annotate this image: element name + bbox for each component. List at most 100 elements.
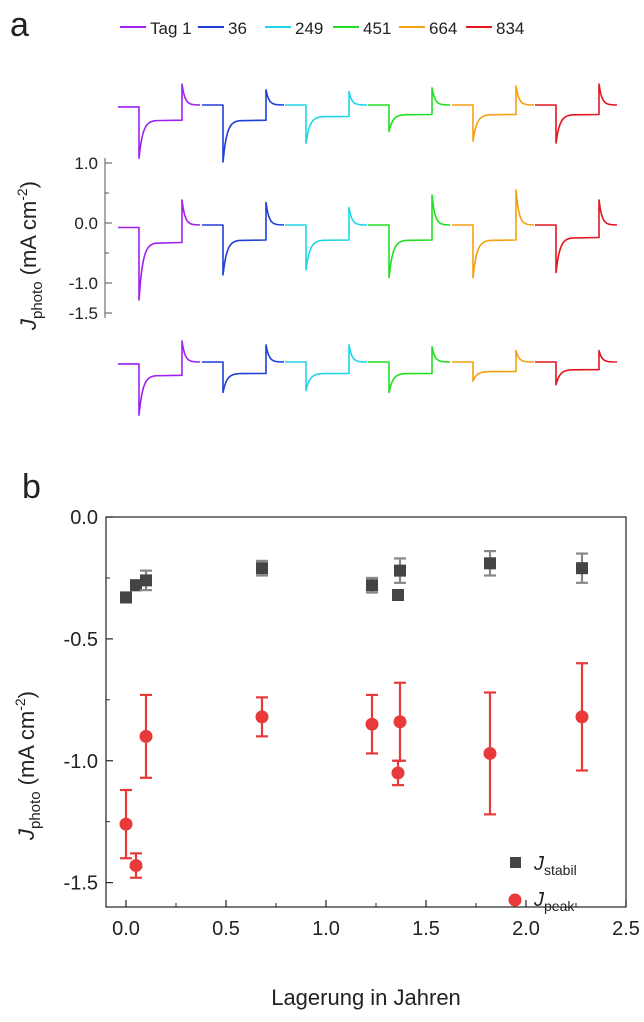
panel-a-ticks: 1.0 0.0 -1.0 -1.5 xyxy=(69,154,112,323)
legend-label-4: 451 xyxy=(363,19,391,38)
transient-curves xyxy=(118,83,618,416)
transient-1-row-3 xyxy=(118,340,201,416)
panel-b-y-label-close: ) xyxy=(14,691,39,698)
panel-a-tick-label: 0.0 xyxy=(74,214,98,233)
peak-point-8 xyxy=(483,691,497,816)
stabil-marker xyxy=(394,564,406,577)
legend-marker-stabil xyxy=(510,857,521,868)
panel-b-plot-frame xyxy=(105,516,627,908)
stabil-marker xyxy=(120,591,132,604)
transient-6-row-2 xyxy=(535,199,618,274)
x-tick-label: 0.0 xyxy=(112,918,140,940)
legend-label-1: Tag 1 xyxy=(150,19,192,38)
transient-5-row-1 xyxy=(452,85,535,142)
stabil-marker xyxy=(256,562,268,575)
panel-a-tick-label: -1.0 xyxy=(69,274,98,293)
peak-marker xyxy=(393,715,407,729)
peak-point-1 xyxy=(119,788,133,860)
panel-a-y-label: Jphoto (mA cm-2) xyxy=(14,181,46,331)
transient-4-row-1 xyxy=(368,87,451,133)
peak-marker xyxy=(365,717,379,731)
panel-b-y-label: Jphoto (mA cm-2) xyxy=(12,691,44,841)
x-tick-label: 0.5 xyxy=(212,918,240,940)
x-tick-label: 2.0 xyxy=(512,918,540,940)
panel-a-y-label-sub: photo xyxy=(29,281,46,319)
transient-4-row-2 xyxy=(368,194,451,279)
x-tick-label: 1.0 xyxy=(312,918,340,940)
transient-1-row-1 xyxy=(118,83,201,159)
panel-label-b: b xyxy=(22,468,41,506)
panel-b-legend: Jstabil Jpeak xyxy=(508,853,577,914)
peak-marker xyxy=(129,859,143,873)
legend-a: Tag 1 36 249 451 664 834 xyxy=(120,19,524,38)
peak-marker xyxy=(575,710,589,724)
legend-peak-main: J xyxy=(533,889,545,911)
transient-2-row-2 xyxy=(202,201,285,276)
stabil-point-7 xyxy=(394,557,406,584)
peak-point-3 xyxy=(139,693,153,779)
legend-stabil-sub: stabil xyxy=(544,862,577,878)
legend-marker-peak xyxy=(508,893,522,907)
transient-2-row-1 xyxy=(202,89,285,163)
peak-point-7 xyxy=(393,681,407,762)
peak-point-6 xyxy=(391,759,405,787)
stabil-point-5 xyxy=(366,576,378,594)
peak-marker xyxy=(139,729,153,743)
stabil-point-9 xyxy=(576,552,588,584)
panel-a-tick-label: -1.5 xyxy=(69,304,98,323)
transient-1-row-2 xyxy=(118,199,201,301)
x-tick-label: 1.5 xyxy=(412,918,440,940)
panel-b-ticks: 0.0 0.5 1.0 1.5 2.0 2.5 0.0 -0.5 -1.0 -1.5 xyxy=(64,507,640,940)
transient-2-row-3 xyxy=(202,344,285,394)
peak-marker xyxy=(119,817,133,831)
transient-3-row-1 xyxy=(285,90,368,144)
peak-marker xyxy=(391,766,405,780)
panel-b-y-label-unit: (mA cm xyxy=(14,711,39,792)
peak-point-2 xyxy=(129,852,143,879)
legend-label-3: 249 xyxy=(295,19,323,38)
stabil-marker xyxy=(484,557,496,570)
panel-a-y-label-main: J xyxy=(16,318,41,331)
x-tick-label: 2.5 xyxy=(612,918,640,940)
panel-b-data-points xyxy=(119,550,589,879)
peak-marker xyxy=(255,710,269,724)
stabil-point-4 xyxy=(256,559,268,577)
stabil-marker xyxy=(366,579,378,592)
stabil-marker xyxy=(576,562,588,575)
legend-label-stabil: Jstabil xyxy=(533,853,577,878)
panel-b-y-label-exp: -2 xyxy=(12,698,28,711)
transient-6-row-1 xyxy=(535,83,618,144)
stabil-point-1 xyxy=(120,591,132,604)
panel-b-x-label: Lagerung in Jahren xyxy=(271,985,461,1010)
panel-label-a: a xyxy=(10,6,29,44)
y-tick-label: -0.5 xyxy=(64,629,98,651)
panel-a-tick-label: 1.0 xyxy=(74,154,98,173)
stabil-point-8 xyxy=(484,550,496,577)
legend-label-2: 36 xyxy=(228,19,247,38)
panel-a-y-label-exp: -2 xyxy=(14,188,30,201)
stabil-point-3 xyxy=(140,569,152,592)
transient-5-row-2 xyxy=(452,189,535,279)
panel-a-y-label-unit: (mA cm xyxy=(16,201,41,282)
legend-label-5: 664 xyxy=(429,19,457,38)
peak-point-9 xyxy=(575,662,589,772)
transient-3-row-2 xyxy=(285,206,368,271)
peak-marker xyxy=(483,746,497,760)
legend-label-peak: Jpeak xyxy=(533,889,575,914)
transient-6-row-3 xyxy=(535,349,618,386)
panel-b-y-label-main: J xyxy=(14,828,39,841)
stabil-marker xyxy=(392,589,404,601)
legend-label-6: 834 xyxy=(496,19,524,38)
y-tick-label: 0.0 xyxy=(70,507,98,529)
panel-a-y-label-close: ) xyxy=(16,181,41,188)
stabil-marker xyxy=(130,579,142,592)
transient-5-row-3 xyxy=(452,349,535,382)
stabil-marker xyxy=(140,574,152,587)
y-tick-label: -1.5 xyxy=(64,873,98,895)
legend-peak-sub: peak xyxy=(544,898,575,914)
transient-4-row-3 xyxy=(368,346,451,394)
peak-point-4 xyxy=(255,696,269,738)
peak-point-5 xyxy=(365,693,379,755)
transient-3-row-3 xyxy=(285,344,368,392)
